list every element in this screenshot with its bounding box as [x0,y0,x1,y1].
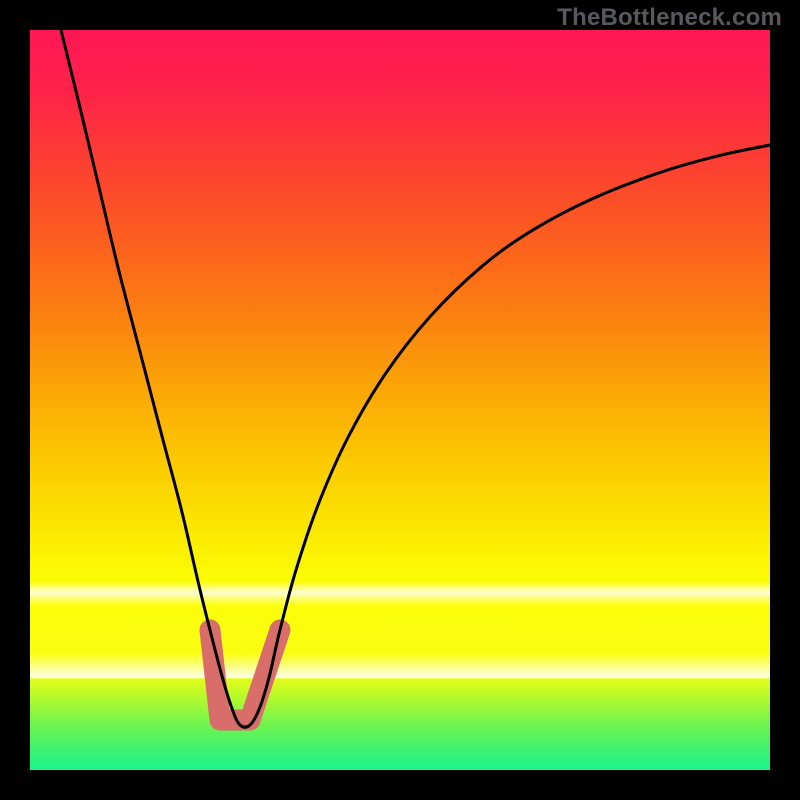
chart-frame: TheBottleneck.com [0,0,800,800]
bottleneck-chart [0,0,800,800]
chart-background [30,30,770,770]
watermark-text: TheBottleneck.com [557,4,782,32]
